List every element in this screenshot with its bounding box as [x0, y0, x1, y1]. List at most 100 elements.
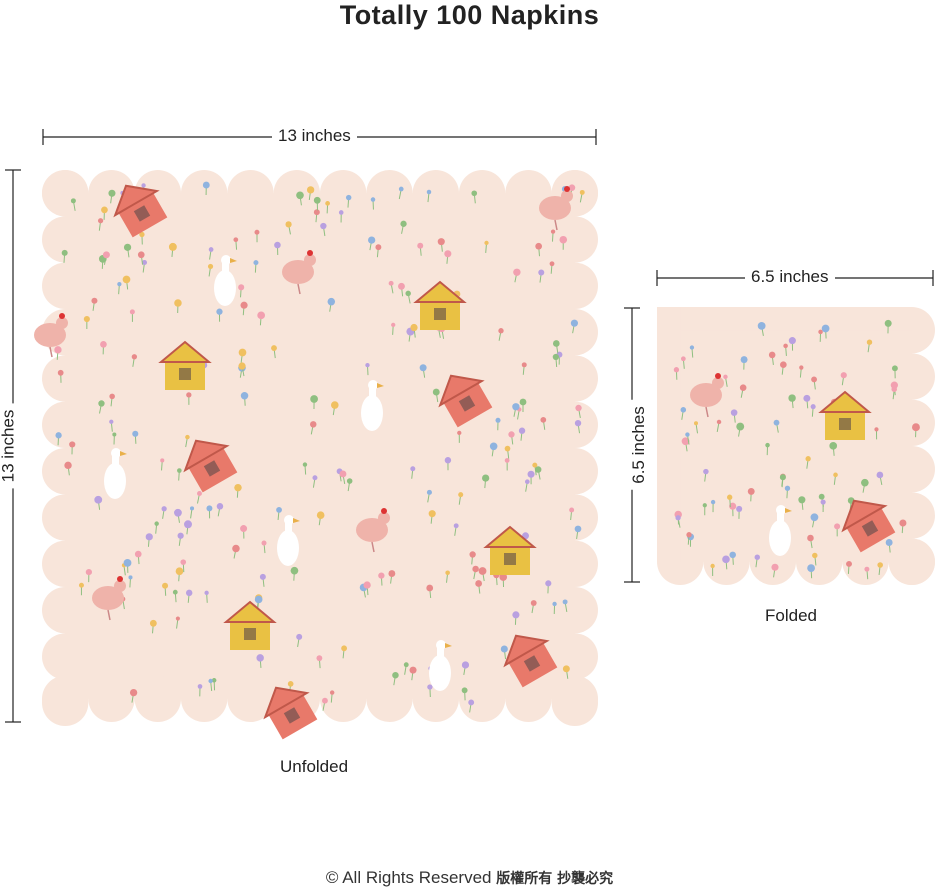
flower-motif [478, 567, 487, 575]
page-title: Totally 100 Napkins [339, 0, 600, 30]
flower-motif [61, 249, 68, 256]
flower-motif [419, 364, 427, 372]
folded-width-label: 6.5 inches [745, 267, 835, 287]
flower-motif [444, 250, 452, 258]
flower-motif [885, 539, 893, 546]
flower-motif [240, 525, 248, 533]
flower-motif [145, 533, 153, 541]
flower-motif [185, 434, 190, 440]
flower-motif [216, 308, 223, 315]
flower-motif [426, 189, 432, 195]
flower-motif [365, 362, 370, 368]
flower-motif [818, 493, 825, 500]
flower-motif [521, 362, 527, 368]
flower-motif [175, 567, 184, 576]
flower-motif [784, 485, 791, 491]
flower-motif [498, 328, 504, 334]
flower-motif [137, 251, 145, 259]
flower-motif [123, 558, 132, 567]
flower-motif [798, 496, 806, 504]
unfolded-napkin [34, 170, 598, 740]
house-motif [113, 184, 168, 238]
copyright-footer: © All Rights Reserved 版權所有 抄襲必究 [0, 868, 939, 888]
flower-motif [445, 570, 450, 576]
flower-motif [310, 421, 317, 428]
copyright-cjk: 版權所有 抄襲必究 [496, 871, 614, 887]
flower-motif [341, 645, 348, 652]
flower-motif [55, 432, 62, 439]
flower-motif [757, 321, 766, 330]
flower-motif [840, 372, 847, 379]
flower-motif [864, 566, 870, 572]
flower-motif [329, 690, 335, 695]
flower-motif [240, 392, 249, 400]
flower-motif [216, 503, 224, 510]
flower-motif [410, 323, 418, 332]
house-motif [438, 374, 493, 428]
flower-motif [234, 483, 242, 492]
flower-motif [174, 508, 182, 517]
flower-motif [475, 580, 483, 587]
flower-motif [689, 345, 695, 350]
flower-motif [259, 573, 266, 580]
flower-motif [820, 499, 826, 505]
flower-motif [154, 521, 159, 526]
flower-motif [388, 570, 396, 577]
flower-motif [569, 507, 575, 513]
chicken-motif [282, 250, 316, 295]
flower-motif [754, 554, 760, 560]
flower-motif [409, 666, 417, 674]
flower-motif [139, 231, 145, 238]
flower-motif [206, 505, 213, 512]
flower-motif [240, 301, 248, 309]
flower-motif [568, 184, 576, 191]
flower-motif [274, 241, 281, 249]
flower-motif [378, 572, 385, 579]
flower-motif [562, 665, 570, 673]
flower-motif [768, 351, 776, 359]
flower-motif [238, 348, 247, 357]
flower-motif [818, 329, 823, 335]
flower-motif [320, 222, 327, 230]
house-motif [158, 340, 212, 390]
goose-motif [214, 255, 237, 306]
flower-motif [675, 515, 681, 521]
flower-motif [437, 238, 445, 246]
flower-motif [160, 458, 165, 463]
flower-motif [500, 645, 508, 653]
flower-motif [197, 491, 202, 496]
house-motif [841, 499, 896, 553]
flower-motif [257, 311, 266, 320]
flower-motif [710, 499, 716, 505]
flower-motif [417, 242, 424, 249]
flower-motif [461, 661, 470, 669]
flower-motif [312, 475, 318, 481]
flower-motif [168, 242, 177, 251]
flower-motif [91, 297, 98, 304]
folded-caption: Folded [765, 606, 817, 625]
flower-motif [208, 678, 213, 684]
flower-motif [736, 505, 743, 512]
flower-motif [85, 568, 92, 576]
goose-motif [277, 515, 300, 566]
flower-motif [123, 243, 132, 251]
flower-motif [70, 198, 76, 204]
flower-motif [97, 218, 104, 224]
flower-motif [128, 575, 133, 580]
flower-motif [457, 430, 462, 436]
napkin-body [657, 307, 935, 585]
flower-motif [290, 566, 299, 575]
flower-motif [574, 419, 582, 427]
flower-motif [504, 458, 510, 463]
flower-motif [197, 684, 203, 689]
house-motif [223, 600, 277, 650]
flower-motif [765, 442, 770, 448]
flower-motif [325, 200, 330, 206]
flower-motif [388, 280, 394, 286]
flower-motif [310, 395, 318, 403]
goose-motif [429, 640, 452, 691]
flower-motif [109, 419, 114, 424]
flower-motif [172, 589, 178, 595]
house-motif [483, 525, 537, 575]
flower-motif [694, 421, 699, 426]
